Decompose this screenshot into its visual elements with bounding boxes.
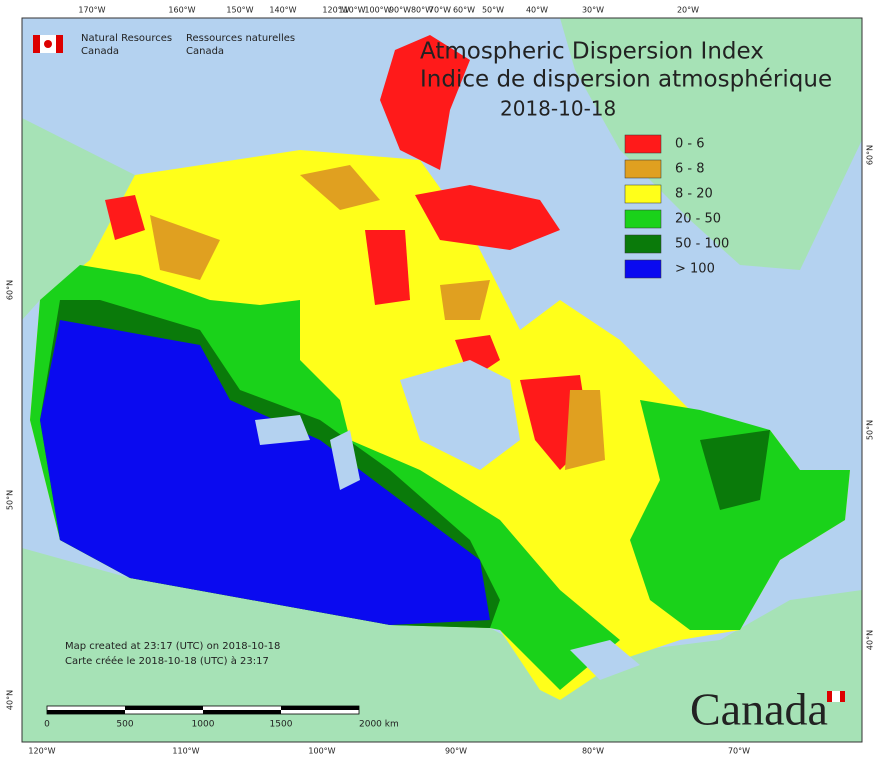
lon-label: 40°W xyxy=(526,6,548,15)
zone-red-baffin xyxy=(415,185,560,250)
scale-label: 1000 xyxy=(192,720,215,730)
agency-fr: Canada xyxy=(186,46,224,57)
lon-label: 170°W xyxy=(78,6,105,15)
legend-swatch xyxy=(624,234,662,254)
lon-label: 70°W xyxy=(429,6,451,15)
date: 2018-10-18 xyxy=(500,97,616,121)
lat-label: 50°N xyxy=(866,420,875,440)
lon-label: 120°W xyxy=(322,6,349,15)
agency-block: Natural Resources Canada Ressources natu… xyxy=(33,33,295,57)
lon-label: 90°W xyxy=(389,6,411,15)
legend-label: 20 - 50 xyxy=(675,212,721,227)
scale-label: 2000 km xyxy=(359,720,399,730)
legend: 0 - 6 6 - 8 8 - 20 20 - 50 50 - 100 > 100 xyxy=(624,134,729,279)
zone-red-arctic xyxy=(365,230,410,305)
map-area xyxy=(21,17,863,743)
lon-label: 140°W xyxy=(269,6,296,15)
lat-label: 50°N xyxy=(6,490,15,510)
scale-seg xyxy=(203,710,281,714)
zone-orange-arctic xyxy=(300,165,380,210)
zone-orange-west xyxy=(150,215,220,280)
lat-label: 60°N xyxy=(6,280,15,300)
zone-blue xyxy=(40,320,490,625)
alaska xyxy=(22,118,135,320)
lat-label: 40°N xyxy=(866,630,875,650)
note: Carte créée le 2018-10-18 (UTC) à 23:17 xyxy=(65,655,269,667)
scale-seg xyxy=(281,706,359,710)
legend-label: 8 - 20 xyxy=(675,187,713,202)
great-lakes xyxy=(570,640,640,680)
wordmark-flag-center xyxy=(832,691,840,702)
lon-label: 150°W xyxy=(226,6,253,15)
lake xyxy=(330,430,360,490)
legend-label: 0 - 6 xyxy=(675,137,705,152)
flag-leaf xyxy=(44,40,52,48)
zone-green-east xyxy=(630,400,850,630)
title-fr: Indice de dispersion atmosphérique xyxy=(420,67,832,93)
legend-label: > 100 xyxy=(675,262,715,277)
wordmark: Canada xyxy=(690,684,828,735)
scale-label: 500 xyxy=(116,720,133,730)
title: Atmospheric Dispersion Index xyxy=(420,39,764,65)
scale-seg xyxy=(47,710,125,714)
lon-label: 20°W xyxy=(677,6,699,15)
lon-label: 80°W xyxy=(411,6,433,15)
agency-fr: Ressources naturelles xyxy=(186,33,295,44)
greenland xyxy=(560,18,862,270)
lon-label: 30°W xyxy=(582,6,604,15)
zone-red-ellesmere xyxy=(380,35,470,170)
note: Map created at 23:17 (UTC) on 2018-10-18 xyxy=(65,641,280,652)
scale-label: 0 xyxy=(44,720,50,730)
lake xyxy=(255,415,310,445)
legend-swatch xyxy=(624,209,662,229)
legend-swatch xyxy=(624,259,662,279)
lon-label: 60°W xyxy=(453,6,475,15)
scale-label: 1500 xyxy=(270,720,293,730)
lon-label: 50°W xyxy=(482,6,504,15)
zone-red-yukon xyxy=(105,195,145,240)
lon-label: 110°W xyxy=(338,6,365,15)
legend-swatch xyxy=(624,159,662,179)
lon-label: 100°W xyxy=(308,747,335,756)
lon-label: 80°W xyxy=(582,747,604,756)
lat-label: 40°N xyxy=(6,690,15,710)
map-frame xyxy=(21,17,863,743)
hudson-bay xyxy=(400,360,520,470)
zone-darkgreen-east xyxy=(700,430,770,510)
lon-label: 70°W xyxy=(728,747,750,756)
lon-label: 100°W xyxy=(364,6,391,15)
usa xyxy=(22,548,862,742)
lon-label: 90°W xyxy=(445,747,467,756)
lon-label: 120°W xyxy=(28,747,55,756)
zone-orange-quebec xyxy=(565,390,605,470)
scale-seg xyxy=(125,706,203,710)
lat-label: 60°N xyxy=(866,145,875,165)
legend-swatch xyxy=(624,134,662,154)
legend-label: 6 - 8 xyxy=(675,162,705,177)
legend-label: 50 - 100 xyxy=(675,237,729,252)
lon-label: 110°W xyxy=(172,747,199,756)
scale-bar: 0 500 1000 1500 2000 km xyxy=(44,705,399,730)
agency-en: Natural Resources xyxy=(81,33,172,44)
lon-label: 160°W xyxy=(168,6,195,15)
agency-en: Canada xyxy=(81,46,119,57)
legend-swatch xyxy=(624,184,662,204)
zone-orange-east xyxy=(440,280,490,320)
